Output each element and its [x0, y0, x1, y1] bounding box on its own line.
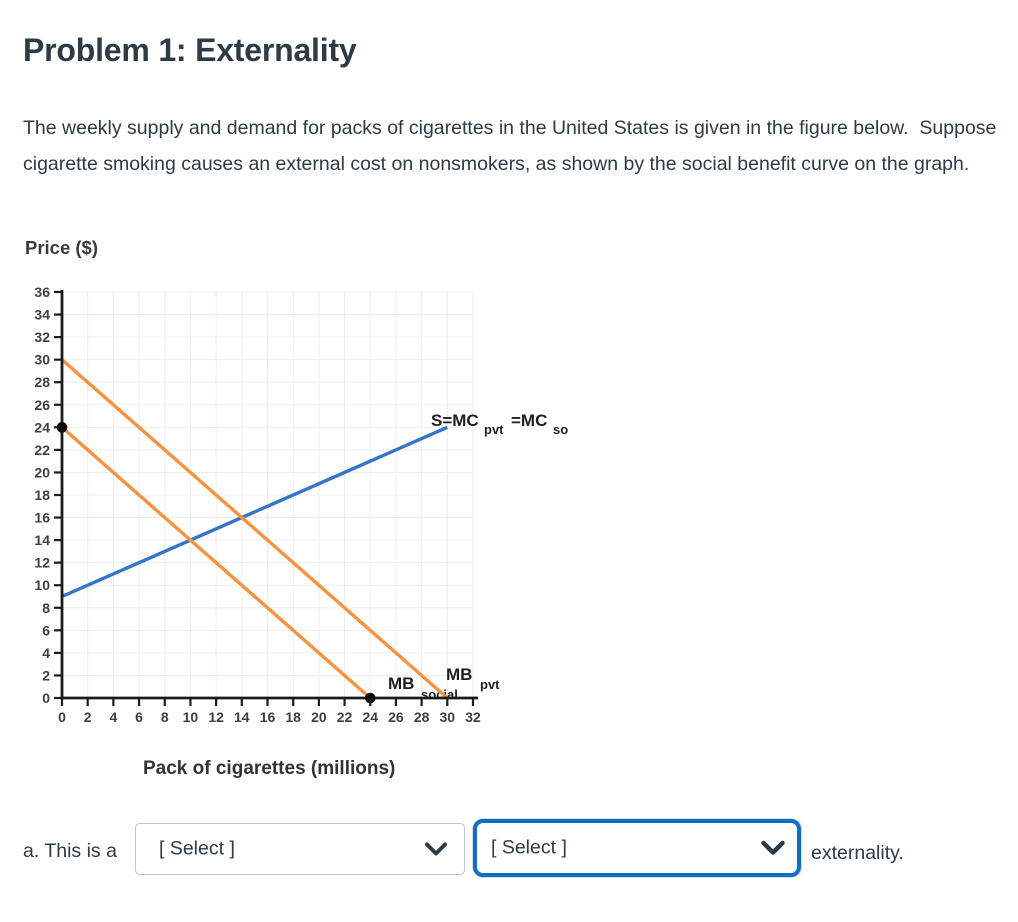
chevron-down-icon: [761, 840, 785, 855]
y-tick-label: 28: [34, 374, 50, 390]
answer-select-2-value: [ Select ]: [491, 836, 567, 859]
y-tick-label: 30: [34, 352, 50, 368]
x-tick-label: 6: [135, 709, 143, 725]
x-tick-label: 0: [58, 709, 66, 725]
supply-curve-label: =MC: [511, 411, 547, 430]
mb-private-curve-label: MB: [446, 665, 472, 684]
y-tick-label: 26: [34, 397, 50, 413]
x-tick-label: 18: [285, 709, 301, 725]
x-tick-label: 12: [208, 709, 224, 725]
x-tick-label: 2: [84, 709, 92, 725]
answer-select-2[interactable]: [ Select ]: [473, 819, 801, 877]
x-tick-label: 14: [234, 709, 250, 725]
x-tick-label: 10: [183, 709, 199, 725]
x-tick-label: 28: [414, 709, 430, 725]
mb-private-line: [60, 358, 449, 700]
chart-plot-area: S=MC pvt =MC soMBsocialMBpvt024681012141618…: [34, 284, 568, 725]
y-tick-label: 32: [34, 329, 50, 345]
y-axis-title: Price ($): [25, 237, 99, 258]
question-suffix: externality.: [811, 842, 904, 864]
x-tick-label: 20: [311, 709, 327, 725]
x-tick-label: 24: [362, 709, 378, 725]
x-tick-label: 32: [465, 709, 481, 725]
y-tick-label: 34: [34, 307, 50, 323]
supply-curve-label: so: [553, 422, 568, 437]
problem-description: The weekly supply and demand for packs o…: [23, 117, 1002, 175]
data-point-marker: [56, 422, 68, 433]
page-title: Problem 1: Externality: [23, 32, 357, 68]
x-tick-label: 16: [260, 709, 276, 725]
x-tick-label: 30: [440, 709, 456, 725]
x-axis-title: Pack of cigarettes (millions): [143, 758, 396, 779]
mb-private-curve-label: pvt: [480, 677, 500, 692]
mb-social-line: [60, 426, 372, 700]
y-tick-label: 20: [34, 464, 50, 480]
answer-select-1-value: [ Select ]: [159, 837, 235, 860]
y-tick-label: 6: [42, 622, 50, 638]
supply-curve-label: S=MC: [431, 411, 479, 430]
y-tick-label: 24: [34, 419, 50, 435]
supply-demand-chart: S=MC pvt =MC so MB social MB pvt 0 2 4 6 8 10 12 14 16 18…: [24, 236, 584, 796]
supply-curve-label: pvt: [484, 422, 504, 437]
x-tick-label: 4: [109, 709, 117, 725]
y-tick-label: 16: [34, 510, 50, 526]
question-prefix: a. This is a: [23, 840, 117, 862]
answer-select-1[interactable]: [ Select ]: [135, 823, 465, 875]
y-tick-label: 0: [42, 690, 50, 706]
x-tick-label: 22: [337, 709, 353, 725]
y-tick-label: 12: [34, 555, 50, 571]
data-point-marker: [364, 692, 376, 704]
chevron-down-icon: [425, 842, 447, 856]
supply-mc-line: [61, 425, 448, 599]
mb-social-curve-label: MB: [388, 674, 414, 693]
x-tick-label: 8: [161, 709, 169, 725]
y-tick-label: 10: [34, 577, 50, 593]
y-tick-label: 2: [42, 667, 50, 683]
y-tick-label: 14: [34, 532, 50, 548]
y-tick-label: 8: [42, 600, 50, 616]
y-tick-label: 36: [34, 284, 50, 300]
x-tick-label: 26: [388, 709, 404, 725]
y-tick-label: 22: [34, 442, 50, 458]
y-tick-label: 18: [34, 487, 50, 503]
y-tick-label: 4: [42, 645, 50, 661]
